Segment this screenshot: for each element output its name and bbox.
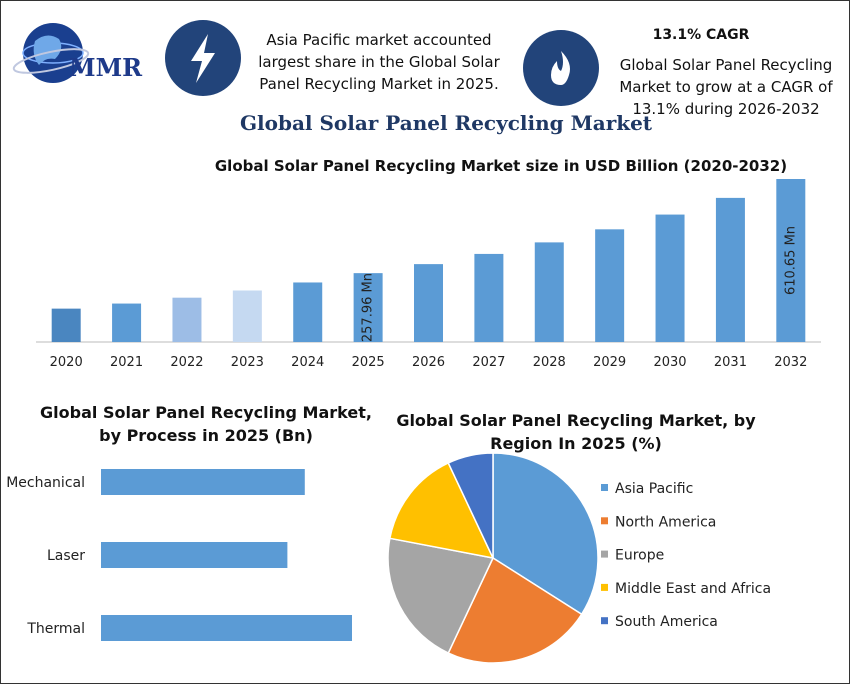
bar <box>776 179 806 342</box>
legend-label: Europe <box>615 548 664 564</box>
x-tick-label: 2022 <box>170 355 203 370</box>
info-left: Asia Pacific market accounted largest sh… <box>258 31 500 93</box>
logo: MMR <box>12 23 143 83</box>
main-title: Global Solar Panel Recycling Market <box>239 111 653 135</box>
legend-marker <box>601 583 608 591</box>
legend-label: Middle East and Africa <box>615 581 771 597</box>
logo-text: MMR <box>69 53 143 82</box>
bar <box>101 542 288 568</box>
legend-marker <box>601 484 608 491</box>
y-tick-label: Thermal <box>26 621 85 637</box>
info-right: Global Solar Panel Recycling Market to g… <box>619 56 833 118</box>
icon-flame <box>523 30 599 106</box>
bar <box>715 197 745 342</box>
legend-label: South America <box>615 614 718 630</box>
bar <box>172 297 202 342</box>
bar <box>353 273 383 342</box>
x-tick-label: 2032 <box>774 355 807 370</box>
legend-marker <box>601 550 608 558</box>
data-label: 257.96 Mn <box>361 273 376 342</box>
x-tick-label: 2021 <box>110 355 143 370</box>
bar <box>101 615 352 641</box>
bar <box>51 308 81 342</box>
pie-slice <box>388 461 495 560</box>
chart-title: Global Solar Panel Recycling Market size… <box>214 157 788 175</box>
bar <box>112 303 142 342</box>
y-tick-label: Mechanical <box>6 475 85 491</box>
x-tick-label: 2020 <box>50 355 83 370</box>
y-tick-label: Laser <box>47 548 85 564</box>
bar <box>414 264 443 342</box>
data-label: 610.65 Mn <box>783 226 798 295</box>
pie-slice <box>387 537 495 655</box>
legend-marker <box>601 517 608 525</box>
pie-slice <box>447 556 583 664</box>
bar <box>293 282 323 342</box>
bar <box>101 469 305 495</box>
bar <box>595 229 625 342</box>
bar <box>534 242 564 342</box>
info-right-title: 13.1% CAGR <box>652 27 750 43</box>
chart-title: Global Solar Panel Recycling Market, by … <box>40 403 372 445</box>
chart-title: Global Solar Panel Recycling Market, by … <box>396 411 756 453</box>
x-tick-label: 2029 <box>593 355 626 370</box>
x-tick-label: 2028 <box>533 355 566 370</box>
x-tick-label: 2027 <box>472 355 505 370</box>
bar <box>232 290 262 342</box>
x-tick-label: 2031 <box>714 355 747 370</box>
legend-marker <box>601 617 608 625</box>
pie-slice <box>447 452 494 559</box>
x-tick-label: 2023 <box>231 355 264 370</box>
x-tick-label: 2030 <box>653 355 686 370</box>
legend-label: North America <box>615 514 716 530</box>
bar <box>655 214 685 342</box>
bar <box>474 253 504 342</box>
legend-label: Asia Pacific <box>615 481 693 497</box>
x-tick-label: 2026 <box>412 355 445 370</box>
x-tick-label: 2025 <box>352 355 385 370</box>
x-tick-label: 2024 <box>291 355 324 370</box>
